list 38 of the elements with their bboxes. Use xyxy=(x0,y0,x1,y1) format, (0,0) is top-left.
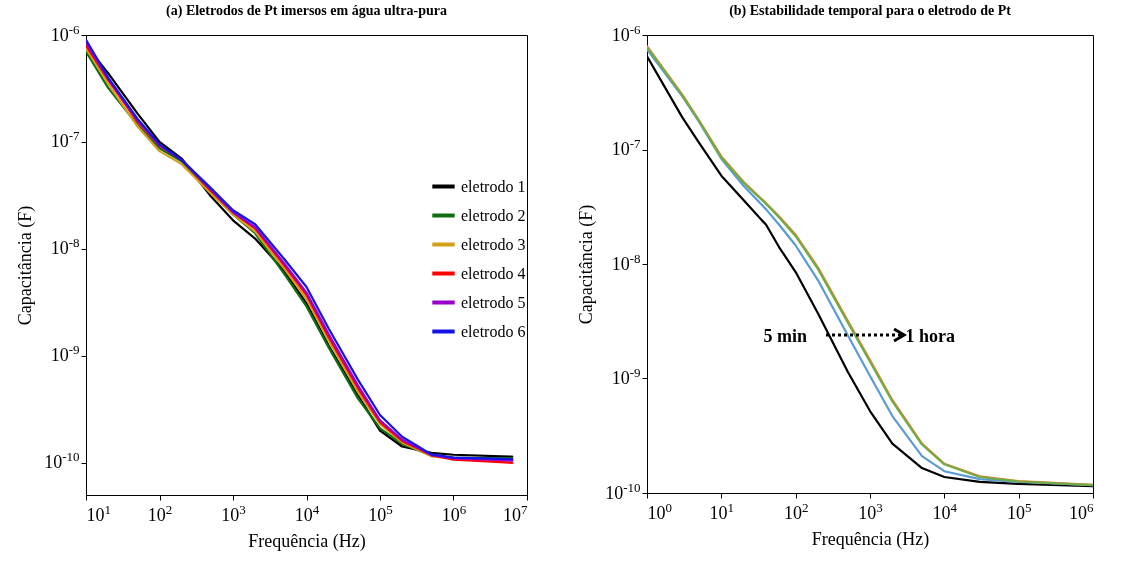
x-tick-label: 10$^{1}$ xyxy=(709,499,735,523)
legend-label: eletrodo 1 xyxy=(460,177,526,195)
chart-title: (b) Estabilidade temporal para o eletrodo de Pt xyxy=(729,3,1012,19)
legend-label: eletrodo 5 xyxy=(460,293,526,311)
x-axis-title: Frequência (Hz) xyxy=(811,528,930,550)
y-tick-label: 10$^{-10}$ xyxy=(605,479,641,503)
x-tick-label: 10$^{2}$ xyxy=(147,501,173,525)
x-tick-label: 10$^{3}$ xyxy=(858,499,883,523)
y-tick-label: 10$^{-7}$ xyxy=(50,127,80,152)
x-axis-title: Frequência (Hz) xyxy=(248,530,366,552)
legend-label: eletrodo 6 xyxy=(460,322,526,340)
chart-title: (a) Eletrodos de Pt imersos em água ultra-pura xyxy=(166,3,447,19)
legend-label: eletrodo 4 xyxy=(460,264,526,282)
legend-label: eletrodo 3 xyxy=(460,235,526,253)
y-tick-label: 10$^{-9}$ xyxy=(611,364,641,388)
annotation: 5 min xyxy=(763,326,808,347)
y-axis-title: Capacitância (F) xyxy=(575,204,597,325)
x-tick-label: 10$^{0}$ xyxy=(647,499,672,523)
x-tick-label: 10$^{2}$ xyxy=(783,499,809,523)
y-tick-label: 10$^{-6}$ xyxy=(50,21,80,45)
y-tick-label: 10$^{-8}$ xyxy=(50,234,80,259)
y-axis-title: Capacitância (F) xyxy=(14,205,36,326)
y-tick-label: 10$^{-8}$ xyxy=(611,250,641,274)
x-tick-label: 10$^{4}$ xyxy=(294,501,320,525)
y-tick-label: 10$^{-10}$ xyxy=(44,448,80,473)
y-tick-label: 10$^{-7}$ xyxy=(611,135,641,159)
y-tick-label: 10$^{-9}$ xyxy=(50,341,80,366)
x-tick-label: 10$^{3}$ xyxy=(221,501,246,525)
x-tick-label: 10$^{6}$ xyxy=(441,501,467,525)
x-tick-label: 10$^{1}$ xyxy=(86,501,111,525)
y-tick-label: 10$^{-6}$ xyxy=(611,21,641,45)
x-tick-label: 10$^{5}$ xyxy=(1006,499,1032,523)
legend-label: eletrodo 2 xyxy=(460,206,526,224)
x-tick-label: 10$^{6}$ xyxy=(1069,499,1094,523)
x-tick-label: 10$^{5}$ xyxy=(368,501,393,525)
annotation: 1 hora xyxy=(905,326,955,347)
x-tick-label: 10$^{4}$ xyxy=(932,499,958,523)
x-tick-label: 10$^{7}$ xyxy=(503,501,528,525)
